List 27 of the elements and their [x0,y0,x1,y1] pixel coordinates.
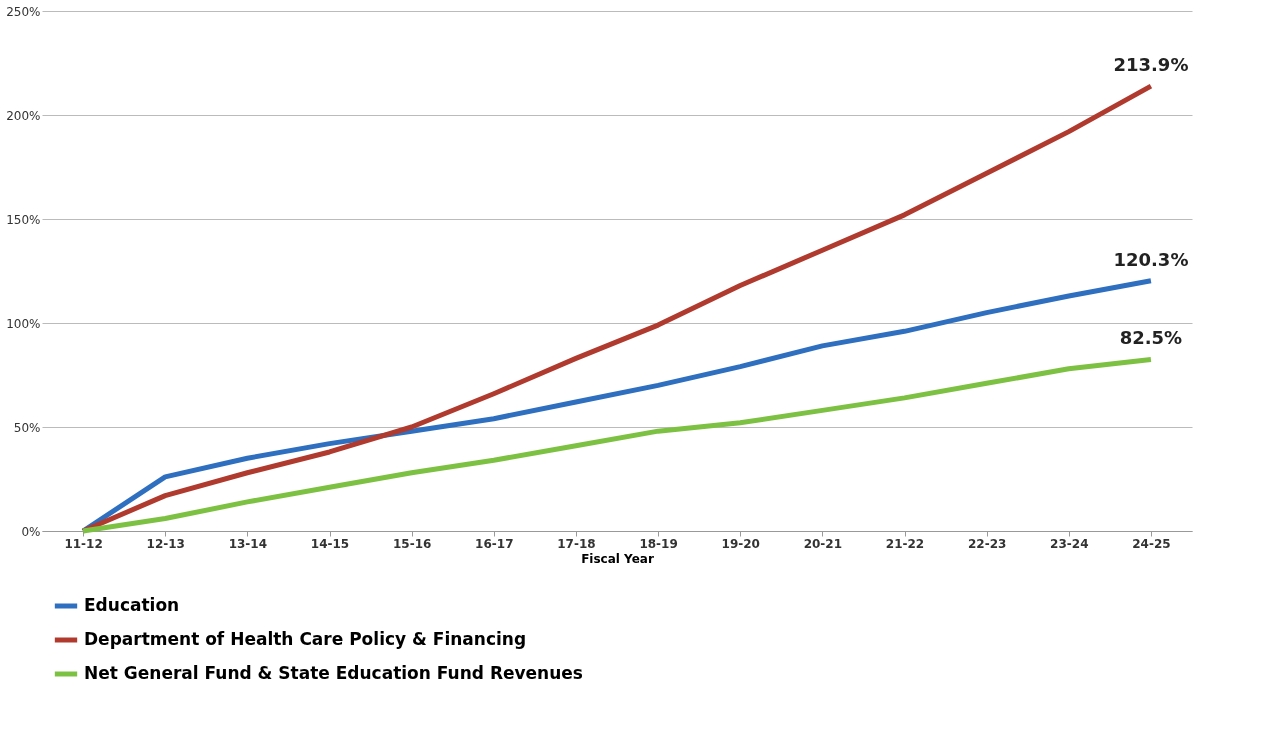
x-tick-label: 22-23 [967,536,1007,551]
x-tick-label: 13-14 [228,536,268,551]
legend-label: Education [84,595,180,615]
x-tick-label: 20-21 [803,536,843,551]
x-tick-label: 23-24 [1050,536,1089,551]
y-tick-label: 50% [13,420,41,435]
legend-label: Department of Health Care Policy & Financing [84,629,527,649]
x-tick-label: 14-15 [310,536,350,551]
data-label: 82.5% [1119,327,1183,349]
data-label: 120.3% [1113,248,1189,270]
x-tick-label: 15-16 [392,536,432,551]
y-tick-label: 250% [6,4,41,19]
x-tick-label: 16-17 [475,536,514,551]
x-tick-label: 24-25 [1132,536,1171,551]
x-tick-label: 17-18 [557,536,596,551]
x-tick-label: 11-12 [64,536,103,551]
data-label: 213.9% [1113,54,1189,76]
y-tick-label: 100% [6,316,41,331]
x-axis-title: Fiscal Year [581,551,654,566]
y-tick-label: 0% [21,524,41,539]
x-tick-label: 12-13 [146,536,185,551]
y-tick-label: 200% [6,108,41,123]
legend-label: Net General Fund & State Education Fund Revenues [84,663,583,683]
y-tick-label: 150% [6,212,41,227]
x-tick-label: 19-20 [721,536,760,551]
x-tick-label: 18-19 [639,536,678,551]
x-tick-label: 21-22 [885,536,925,551]
